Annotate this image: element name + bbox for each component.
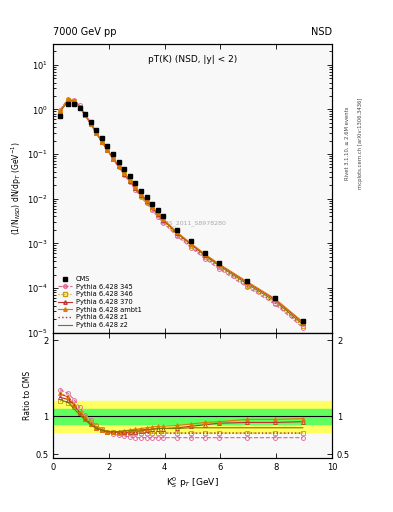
Text: NSD: NSD <box>311 27 332 37</box>
Bar <box>53 401 332 432</box>
Bar <box>53 409 332 424</box>
Text: CMS_2011_S8978280: CMS_2011_S8978280 <box>159 220 226 226</box>
Y-axis label: (1/N$_{NSD}$) dN/dp$_T$ (GeV$^{-1}$): (1/N$_{NSD}$) dN/dp$_T$ (GeV$^{-1}$) <box>10 141 24 235</box>
Text: 7000 GeV pp: 7000 GeV pp <box>53 27 117 37</box>
Legend: CMS, Pythia 6.428 345, Pythia 6.428 346, Pythia 6.428 370, Pythia 6.428 ambt1, P: CMS, Pythia 6.428 345, Pythia 6.428 346,… <box>56 274 143 329</box>
Text: Rivet 3.1.10, ≥ 2.6M events: Rivet 3.1.10, ≥ 2.6M events <box>345 106 350 180</box>
X-axis label: K$^0_S$ p$_T$ [GeV]: K$^0_S$ p$_T$ [GeV] <box>166 475 219 490</box>
Y-axis label: Ratio to CMS: Ratio to CMS <box>23 371 32 420</box>
Text: mcplots.cern.ch [arXiv:1306.3436]: mcplots.cern.ch [arXiv:1306.3436] <box>358 98 363 189</box>
Text: pT(K) (NSD, |y| < 2): pT(K) (NSD, |y| < 2) <box>148 55 237 64</box>
